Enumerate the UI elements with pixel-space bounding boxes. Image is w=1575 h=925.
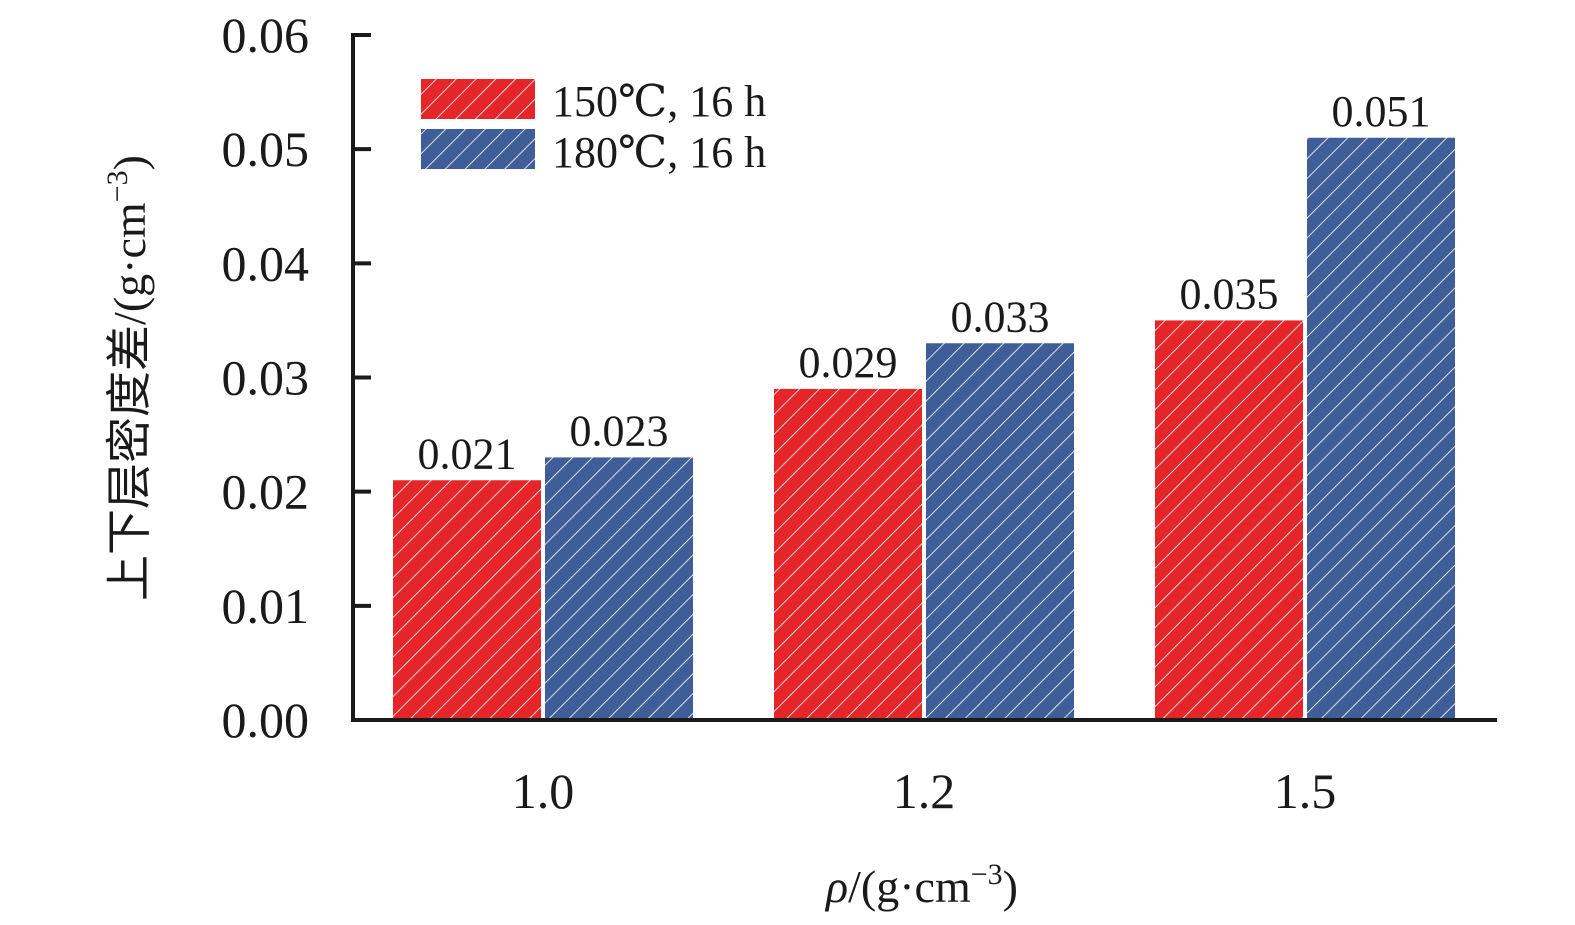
y-axis-title-text: 上下层密度差/(g·cm [104,202,155,601]
data-label: 0.033 [951,292,1050,341]
data-label: 0.021 [418,429,517,478]
y-tick-label: 0.03 [222,350,310,406]
y-axis-ticks: 0.00 0.01 0.02 0.03 0.04 0.05 0.06 [222,7,371,748]
x-tick-label: 1.2 [893,763,956,819]
legend-label-180: 180℃, 16 h [552,128,766,177]
data-label: 0.035 [1180,269,1279,318]
y-tick-label: 0.04 [222,235,310,291]
x-axis-title: ρ/(g·cm−3) [824,858,1018,912]
data-label: 0.023 [570,406,669,455]
bar-180c-1.2 [926,343,1074,720]
x-axis-title-close: ) [1003,861,1018,912]
bar-180c-1.5 [1307,137,1455,720]
y-tick-label: 0.02 [222,464,310,520]
legend-swatch-180 [421,129,535,169]
y-axis-title-close: ) [104,155,155,170]
y-tick-label: 0.00 [222,692,310,748]
data-label: 0.029 [799,338,898,387]
legend: 150℃, 16 h 180℃, 16 h [421,77,766,177]
bar-180c-1.0 [545,457,693,720]
y-axis-title-exponent: −3 [101,170,134,202]
x-tick-label: 1.5 [1274,763,1337,819]
bars [393,137,1455,720]
data-labels: 0.021 0.023 0.029 0.033 0.035 0.051 [418,87,1431,479]
bar-150c-1.2 [774,388,922,720]
y-tick-label: 0.06 [222,7,310,63]
data-label: 0.051 [1332,87,1431,136]
y-tick-label: 0.01 [222,578,310,634]
legend-swatch-150 [421,79,535,119]
x-axis-title-symbol: ρ [824,861,848,912]
x-axis-title-unit: /(g·cm [848,861,971,912]
y-tick-label: 0.05 [222,121,310,177]
bar-150c-1.0 [393,480,541,720]
bar-150c-1.5 [1155,320,1303,720]
x-axis-ticks: 1.0 1.2 1.5 [512,763,1337,819]
legend-label-150: 150℃, 16 h [552,77,766,126]
x-tick-label: 1.0 [512,763,575,819]
y-axis-title: 上下层密度差/(g·cm−3) [101,155,155,601]
x-axis-title-exponent: −3 [971,858,1003,891]
